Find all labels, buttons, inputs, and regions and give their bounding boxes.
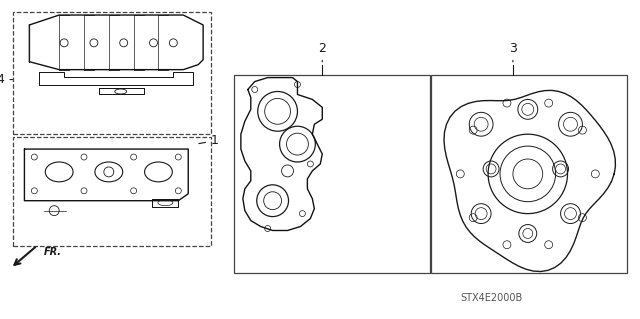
Text: STX4E2000B: STX4E2000B [460,293,522,303]
Text: 2: 2 [318,42,326,62]
Bar [13,12,211,134]
Bar [234,75,429,273]
Text: 1: 1 [199,134,219,147]
Text: 3: 3 [509,42,517,62]
Text: 4: 4 [0,73,13,86]
Bar [431,75,627,273]
Text: FR.: FR. [44,247,62,257]
Bar [13,137,211,246]
